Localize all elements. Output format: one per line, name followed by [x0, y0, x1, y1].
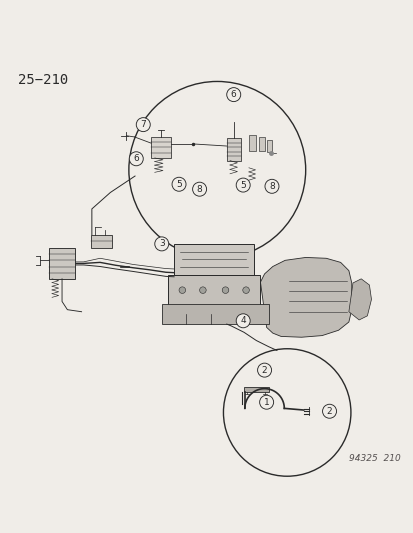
Circle shape: [222, 287, 228, 294]
FancyBboxPatch shape: [91, 235, 112, 248]
Text: 2: 2: [326, 407, 332, 416]
Text: 6: 6: [133, 154, 139, 163]
FancyBboxPatch shape: [258, 138, 264, 151]
Text: 7: 7: [140, 120, 146, 129]
Text: 2: 2: [261, 366, 267, 375]
FancyBboxPatch shape: [174, 244, 254, 274]
Text: 1: 1: [263, 398, 269, 407]
FancyBboxPatch shape: [168, 274, 260, 305]
Circle shape: [236, 178, 249, 192]
Circle shape: [129, 152, 143, 166]
Text: 5: 5: [176, 180, 181, 189]
FancyBboxPatch shape: [161, 304, 268, 324]
Circle shape: [257, 363, 271, 377]
Text: 3: 3: [159, 239, 164, 248]
Circle shape: [192, 182, 206, 196]
FancyBboxPatch shape: [49, 248, 75, 279]
Circle shape: [223, 349, 350, 476]
Circle shape: [236, 314, 249, 328]
Circle shape: [178, 287, 185, 294]
FancyBboxPatch shape: [243, 387, 268, 392]
Polygon shape: [348, 279, 370, 320]
Circle shape: [136, 118, 150, 132]
Text: 8: 8: [268, 182, 274, 191]
FancyBboxPatch shape: [226, 138, 240, 160]
Polygon shape: [260, 257, 351, 337]
Circle shape: [128, 82, 305, 259]
Text: 25−210: 25−210: [18, 73, 68, 87]
Text: 94325  210: 94325 210: [348, 454, 399, 463]
Circle shape: [259, 395, 273, 409]
FancyBboxPatch shape: [248, 135, 255, 151]
FancyBboxPatch shape: [266, 140, 271, 152]
Circle shape: [322, 404, 336, 418]
Circle shape: [226, 87, 240, 102]
Circle shape: [172, 177, 185, 191]
Circle shape: [154, 237, 169, 251]
FancyBboxPatch shape: [151, 136, 171, 158]
Text: 5: 5: [240, 181, 245, 190]
Circle shape: [242, 287, 249, 294]
Text: 8: 8: [196, 185, 202, 193]
Text: 6: 6: [230, 90, 236, 99]
Circle shape: [199, 287, 206, 294]
Text: 4: 4: [240, 316, 245, 325]
Circle shape: [264, 179, 278, 193]
